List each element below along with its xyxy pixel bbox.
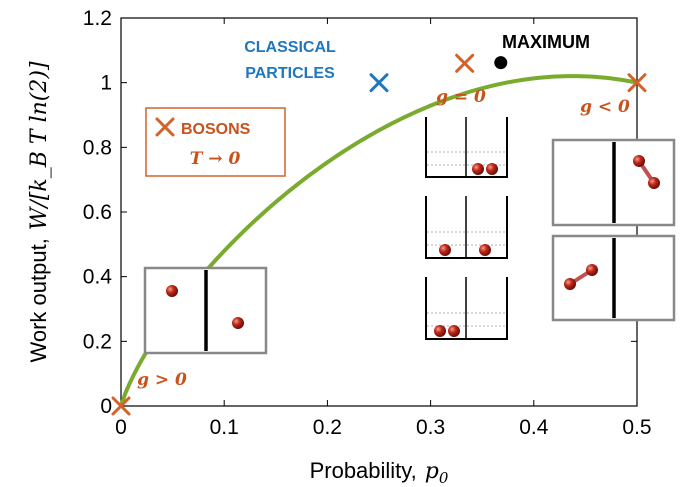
x-tick-label: 0.1 <box>210 416 239 439</box>
y-tick-label: 1 <box>100 72 112 95</box>
bosons-label: BOSONS <box>181 121 251 138</box>
inset-bosons-wells <box>425 117 508 340</box>
data-markers <box>111 53 647 416</box>
g-negative-label: g < 0 <box>580 97 630 117</box>
maximum-label: MAXIMUM <box>502 32 590 52</box>
x-tick-label: 0.4 <box>519 416 549 439</box>
bosons-legend-box <box>145 107 286 177</box>
x-marker-point <box>369 73 389 93</box>
x-marker-point <box>627 73 647 93</box>
x-marker-point <box>455 53 475 73</box>
x-tick-label: 0.3 <box>416 416 445 439</box>
x-tick-label: 0.5 <box>622 416 651 439</box>
x-tick-label: 0.2 <box>313 416 342 439</box>
bosons-limit-label: T → 0 <box>190 149 241 169</box>
y-axis-title: Work output,W/[k_B T ln(2)] <box>26 61 52 362</box>
inset-classical-box <box>143 266 268 355</box>
g-positive-label: g > 0 <box>137 370 187 390</box>
y-tick-label: 1.2 <box>83 7 112 30</box>
y-tick-label: 0.8 <box>83 136 112 159</box>
bosons-x-marker <box>155 117 175 137</box>
y-tick-label: 0.2 <box>83 330 112 353</box>
inset-fermion-box-bottom <box>551 234 676 322</box>
classical-label-line2: PARTICLES <box>245 65 335 82</box>
classical-label-line1: CLASSICAL <box>244 39 336 56</box>
x-axis-title: Probability, p0 <box>310 458 449 487</box>
x-tick-label: 0 <box>115 416 127 439</box>
y-tick-label: 0.6 <box>83 201 112 224</box>
g-zero-label: g = 0 <box>436 87 486 107</box>
maximum-point <box>494 56 508 70</box>
x-marker-point <box>111 396 131 416</box>
axis-ticks: 0 0.1 0.2 0.3 0.4 0.5 0 0.2 0.4 0.6 0.8 1 1.2 <box>83 7 652 439</box>
y-tick-label: 0 <box>100 395 112 418</box>
inset-fermion-box-top <box>551 138 676 227</box>
y-tick-label: 0.4 <box>83 266 113 289</box>
